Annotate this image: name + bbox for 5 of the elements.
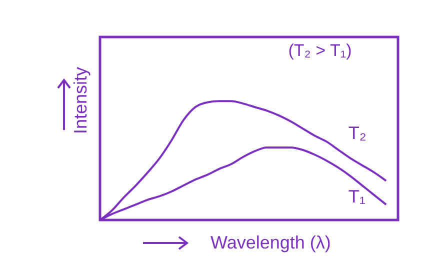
series-label: T₁ (348, 186, 366, 207)
y-axis-title: Intensity (70, 66, 90, 134)
text: (T₂ > T₁) (288, 41, 352, 60)
x-axis-title: Wavelength (λ) (210, 232, 331, 252)
series-label: T₂ (348, 122, 366, 143)
